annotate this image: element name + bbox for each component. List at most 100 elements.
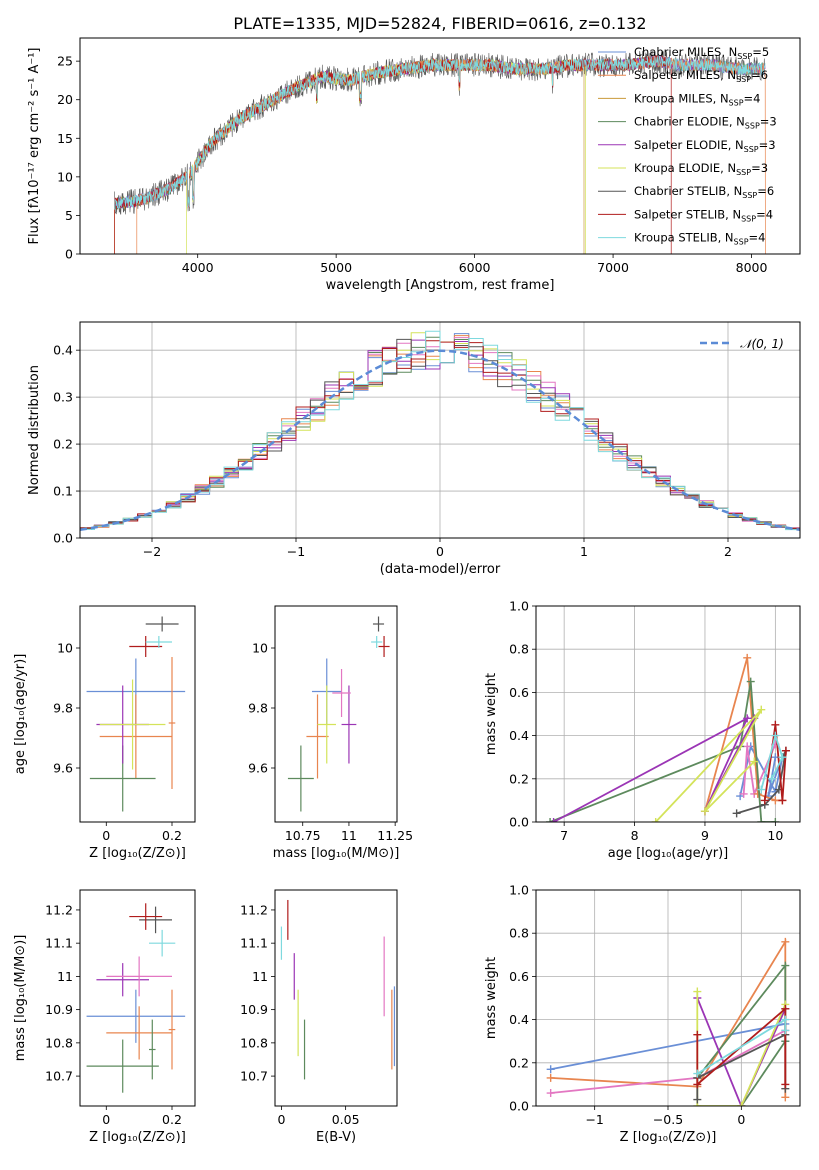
plot-area [287, 616, 390, 812]
x-tick-label: 0 [436, 544, 444, 559]
legend-entry: Kroupa ELODIE, NSSP=3 [634, 161, 768, 177]
mass-vs-ebv-panel: 0 0.05 10.7 10.8 10.9 11 11.1 11.2 E(B-V) [240, 889, 398, 1145]
weight-point [771, 796, 780, 805]
legend-entry: Salpeter STELIB, NSSP=4 [634, 207, 773, 223]
x-axis-label: (data-model)/error [380, 562, 501, 577]
x-tick-label: 0.05 [332, 1112, 360, 1127]
y-tick-label: 10 [57, 169, 73, 184]
weight-point [746, 677, 755, 686]
weight-point [781, 746, 790, 755]
axes-frame [535, 605, 801, 823]
mass-vs-metallicity-panel: 0 0.2 10.7 10.8 10.9 11 11.1 11.2 Z [log₁₀(Z/Z⊙)… [13, 889, 196, 1145]
weight-point [760, 796, 769, 805]
y-tick-label: 0.4 [509, 1012, 529, 1027]
y-tick-label: 10.7 [45, 1069, 73, 1084]
y-tick-label: 1.0 [509, 599, 529, 614]
x-tick-label: −1 [287, 544, 305, 559]
y-tick-label: 11.1 [240, 936, 268, 951]
y-axis-label: Normed distribution [27, 365, 42, 495]
plot-area [280, 899, 396, 1080]
weight-point [739, 789, 748, 798]
spectrum-legend: Chabrier MILES, NSSP=5 Salpeter MILES, NS… [598, 45, 777, 247]
x-tick-label: 0 [102, 828, 110, 843]
legend-entry: Chabrier MILES, NSSP=5 [634, 45, 769, 61]
weight-point [771, 731, 780, 740]
spectrum-line-kroupa-stelib [114, 55, 766, 210]
weight-point [781, 1015, 790, 1024]
y-axis-label: mass [log₁₀(M/M⊙)] [13, 935, 28, 1062]
y-tick-label: 25 [57, 54, 73, 69]
plot-area [86, 616, 186, 812]
legend-entry: 𝒩(0, 1) [740, 337, 784, 351]
weight-point [743, 653, 752, 662]
x-axis-label: mass [log₁₀(M/M⊙)] [273, 846, 400, 861]
age-vs-metallicity-panel: 0 0.2 9.6 9.8 10 Z [log₁₀(Z/Z⊙)] age [log₁₀(ag… [13, 605, 196, 861]
legend-entry: Chabrier STELIB, NSSP=6 [634, 184, 774, 200]
x-axis-label: Z [log₁₀(Z/Z⊙)] [620, 1130, 717, 1145]
x-tick-label: 0 [277, 1112, 285, 1127]
weight-point [750, 757, 759, 766]
spectrum-line-kroupa-miles [114, 58, 585, 254]
y-tick-label: 10.8 [45, 1035, 73, 1050]
weight-point [781, 1026, 790, 1035]
x-tick-label: 0 [102, 1112, 110, 1127]
weight-point [757, 785, 766, 794]
x-tick-label: 10 [767, 828, 783, 843]
histogram-step-4 [80, 339, 800, 530]
weight-point [757, 705, 766, 714]
y-tick-label: 0.6 [509, 969, 529, 984]
y-tick-label: 0.0 [53, 531, 73, 546]
y-tick-label: 10.7 [240, 1069, 268, 1084]
y-tick-label: 11 [252, 969, 268, 984]
x-axis-label: Z [log₁₀(Z/Z⊙)] [89, 1130, 186, 1145]
weight-point [693, 1030, 702, 1039]
y-tick-label: 0 [65, 247, 73, 262]
spectrum-panel: 4000 5000 6000 7000 8000 0 5 10 15 20 25 wavelength… [27, 37, 801, 293]
y-tick-label: 0.6 [509, 685, 529, 700]
y-tick-label: 0.2 [509, 1055, 529, 1070]
x-tick-label: 0 [737, 1112, 745, 1127]
weight-point [700, 807, 709, 816]
axes-frame [274, 889, 398, 1107]
weight-point [732, 809, 741, 818]
weight-point [753, 789, 762, 798]
residual-histogram-panel: −2 −1 0 1 2 0.0 0.1 0.2 0.3 0.4 (data-model)/error… [27, 321, 801, 577]
y-tick-label: 10 [57, 641, 73, 656]
x-tick-label: 0.2 [162, 828, 182, 843]
y-tick-label: 11.2 [240, 902, 268, 917]
legend-entry: Salpeter ELODIE, NSSP=3 [634, 138, 776, 154]
x-tick-label: 8000 [736, 260, 768, 275]
x-tick-label: 6000 [459, 260, 491, 275]
weight-point [778, 796, 787, 805]
x-tick-label: −0.5 [653, 1112, 683, 1127]
weight-point [546, 1089, 555, 1098]
axes-frame [79, 605, 196, 823]
y-axis-label: mass weight [484, 673, 499, 755]
x-tick-label: 8 [631, 828, 639, 843]
y-tick-label: 15 [57, 131, 73, 146]
axes-frame [535, 889, 801, 1107]
y-tick-label: 10.9 [45, 1002, 73, 1017]
x-tick-label: −2 [143, 544, 161, 559]
axes-frame [274, 605, 398, 823]
weight-point [743, 742, 752, 751]
y-tick-label: 9.8 [248, 701, 268, 716]
weight-line-8 [760, 732, 784, 790]
weight-line-4 [553, 716, 755, 822]
histogram-legend: 𝒩(0, 1) [700, 337, 784, 351]
weight-point [781, 937, 790, 946]
y-tick-label: 0.8 [509, 926, 529, 941]
y-tick-label: 11.1 [45, 936, 73, 951]
spectrum-line-kroupa-elodie [186, 58, 586, 254]
weight-point [651, 818, 660, 822]
y-tick-label: 0.2 [509, 771, 529, 786]
weight-point [771, 818, 780, 822]
plot-area [80, 330, 800, 532]
age-vs-mass-panel: 10.75 11 11.25 9.6 9.8 10 mass [log₁₀(M/M⊙)] [248, 605, 413, 861]
y-tick-label: 10.8 [240, 1035, 268, 1050]
x-axis-label: E(B-V) [316, 1130, 356, 1145]
axes-frame [79, 321, 801, 539]
weight-point [781, 1093, 790, 1102]
weight-point [693, 1095, 702, 1104]
weight-point [693, 1080, 702, 1089]
